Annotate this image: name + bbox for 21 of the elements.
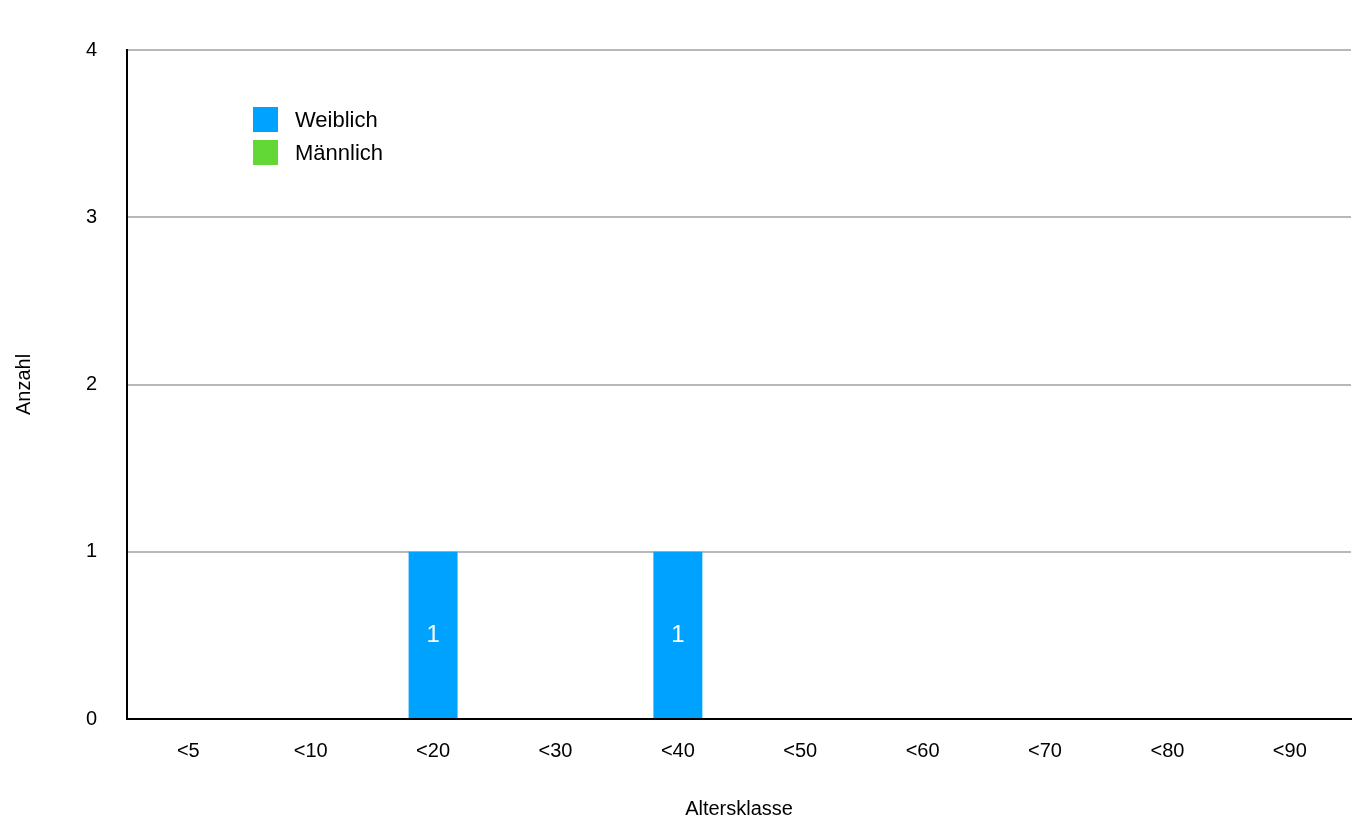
y-tick-label: 4: [86, 37, 98, 60]
y-tick-label: 3: [86, 204, 98, 227]
legend-label: Männlich: [295, 139, 384, 166]
x-tick-label: <80: [1150, 738, 1185, 761]
x-tick-label: <30: [538, 738, 573, 761]
x-tick-label: <90: [1272, 738, 1307, 761]
x-tick-label: <10: [293, 738, 328, 761]
y-tick-label: 0: [86, 706, 98, 729]
x-tick-label: <50: [783, 738, 818, 761]
y-axis-title: Anzahl: [11, 353, 34, 416]
data-label: 1: [426, 619, 440, 647]
y-tick-label: 1: [86, 539, 98, 562]
x-tick-label: <40: [660, 738, 695, 761]
x-tick-label: <5: [176, 738, 200, 761]
x-tick-label: <70: [1028, 738, 1062, 761]
y-tick-label: 2: [86, 372, 98, 395]
x-tick-label: <20: [416, 738, 451, 761]
legend-label: Weiblich: [295, 106, 378, 133]
x-tick-label: <60: [905, 738, 940, 761]
data-label: 1: [671, 619, 685, 647]
x-axis-title: Altersklasse: [685, 796, 793, 819]
